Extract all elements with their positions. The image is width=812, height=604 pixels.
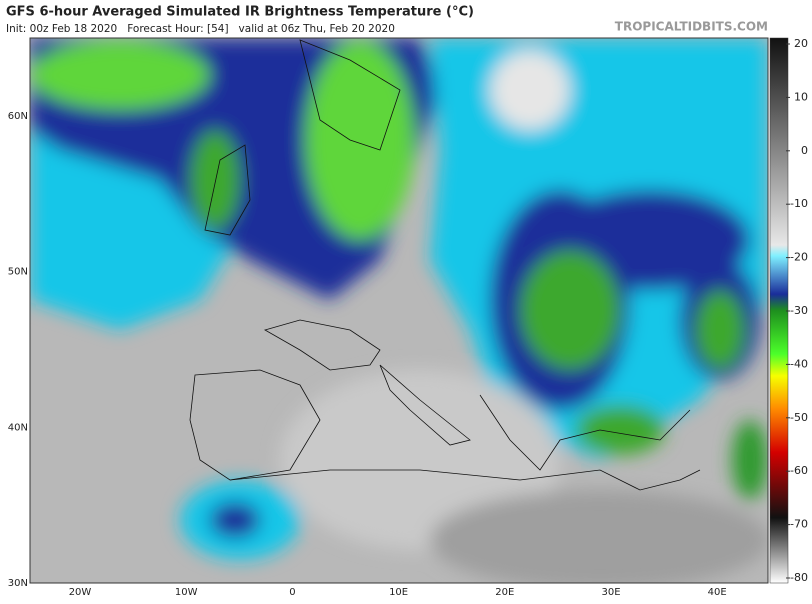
satellite-field xyxy=(30,38,768,583)
longitude-label: 30E xyxy=(601,587,620,598)
map-frame xyxy=(29,37,769,584)
colorbar-label: -40 xyxy=(790,357,808,370)
colorbar-label: -50 xyxy=(790,411,808,424)
coastlines xyxy=(189,39,701,491)
subtitle: Init: 00z Feb 18 2020 Forecast Hour: [54… xyxy=(6,23,395,35)
site-credit: TROPICALTIDBITS.COM xyxy=(615,20,768,34)
longitude-label: 20W xyxy=(69,587,92,598)
title: GFS 6-hour Averaged Simulated IR Brightn… xyxy=(6,5,474,20)
longitude-label: 20E xyxy=(495,587,514,598)
colorbar-label: -70 xyxy=(790,518,808,531)
colorbar-label: -60 xyxy=(790,464,808,477)
colorbar-label: 20 xyxy=(794,37,808,50)
longitude-label: 10E xyxy=(389,587,408,598)
colorbar-label: 10 xyxy=(794,90,808,103)
latitude-label: 60N xyxy=(8,111,28,122)
longitude-label: 10W xyxy=(175,587,198,598)
colorbar-label: -80 xyxy=(790,571,808,584)
latitude-label: 50N xyxy=(8,267,28,278)
colorbar xyxy=(769,37,789,584)
latitude-label: 30N xyxy=(8,578,28,589)
longitude-label: 0 xyxy=(289,587,295,598)
colorbar-label: -20 xyxy=(790,251,808,264)
colorbar-label: -10 xyxy=(790,197,808,210)
colorbar-label: 0 xyxy=(801,144,808,157)
colorbar-label: -30 xyxy=(790,304,808,317)
longitude-label: 40E xyxy=(708,587,727,598)
latitude-label: 40N xyxy=(8,422,28,433)
